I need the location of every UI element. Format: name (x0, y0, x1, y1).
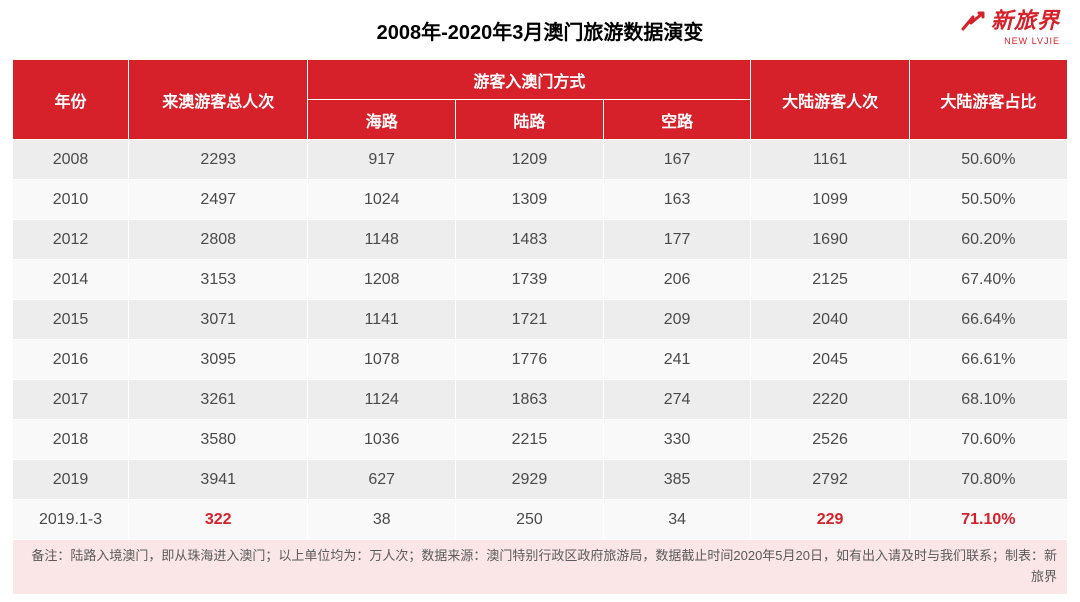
data-table: 年份 来澳游客总人次 游客入澳门方式 大陆游客人次 大陆游客占比 海路 陆路 空… (12, 59, 1068, 595)
cell-total: 3261 (129, 380, 308, 420)
cell-ml: 2220 (751, 380, 909, 420)
cell-air: 163 (603, 180, 751, 220)
cell-sea: 627 (308, 460, 456, 500)
table-body: 200822939171209167116150.60%201024971024… (13, 140, 1068, 540)
cell-sea: 1078 (308, 340, 456, 380)
cell-land: 1739 (456, 260, 604, 300)
cell-sea: 1208 (308, 260, 456, 300)
table-row: 2010249710241309163109950.50% (13, 180, 1068, 220)
cell-air: 274 (603, 380, 751, 420)
cell-total: 2808 (129, 220, 308, 260)
cell-sea: 1124 (308, 380, 456, 420)
cell-land: 1721 (456, 300, 604, 340)
cell-pct: 66.61% (909, 340, 1067, 380)
col-air: 空路 (603, 100, 751, 140)
cell-air: 241 (603, 340, 751, 380)
col-sea: 海路 (308, 100, 456, 140)
cell-pct: 66.64% (909, 300, 1067, 340)
arrow-icon (961, 11, 985, 36)
cell-total: 3580 (129, 420, 308, 460)
col-mainland: 大陆游客人次 (751, 60, 909, 140)
col-entry-group: 游客入澳门方式 (308, 60, 751, 100)
cell-ml: 1690 (751, 220, 909, 260)
cell-air: 385 (603, 460, 751, 500)
cell-total: 322 (129, 500, 308, 540)
table-row: 2014315312081739206212567.40% (13, 260, 1068, 300)
cell-air: 206 (603, 260, 751, 300)
cell-year: 2008 (13, 140, 129, 180)
cell-pct: 67.40% (909, 260, 1067, 300)
cell-year: 2014 (13, 260, 129, 300)
cell-year: 2010 (13, 180, 129, 220)
cell-air: 177 (603, 220, 751, 260)
cell-sea: 1024 (308, 180, 456, 220)
table-row: 2015307111411721209204066.64% (13, 300, 1068, 340)
cell-year: 2019.1-3 (13, 500, 129, 540)
cell-ml: 2792 (751, 460, 909, 500)
cell-sea: 1148 (308, 220, 456, 260)
cell-sea: 1141 (308, 300, 456, 340)
table-row: 201939416272929385279270.80% (13, 460, 1068, 500)
table-row: 200822939171209167116150.60% (13, 140, 1068, 180)
cell-ml: 2526 (751, 420, 909, 460)
cell-total: 3153 (129, 260, 308, 300)
cell-year: 2012 (13, 220, 129, 260)
cell-sea: 917 (308, 140, 456, 180)
cell-total: 3095 (129, 340, 308, 380)
table-footer-note: 备注：陆路入境澳门，即从珠海进入澳门；以上单位均为：万人次；数据来源：澳门特别行… (13, 540, 1068, 595)
cell-pct: 70.80% (909, 460, 1067, 500)
cell-ml: 1099 (751, 180, 909, 220)
cell-ml: 2125 (751, 260, 909, 300)
cell-total: 3071 (129, 300, 308, 340)
cell-air: 34 (603, 500, 751, 540)
table-row: 2018358010362215330252670.60% (13, 420, 1068, 460)
cell-pct: 70.60% (909, 420, 1067, 460)
col-land: 陆路 (456, 100, 604, 140)
cell-year: 2017 (13, 380, 129, 420)
cell-sea: 38 (308, 500, 456, 540)
cell-sea: 1036 (308, 420, 456, 460)
cell-air: 330 (603, 420, 751, 460)
table-row: 2017326111241863274222068.10% (13, 380, 1068, 420)
cell-air: 209 (603, 300, 751, 340)
cell-land: 1309 (456, 180, 604, 220)
table-row: 2012280811481483177169060.20% (13, 220, 1068, 260)
logo-text-cn: 新旅界 (991, 8, 1060, 33)
cell-year: 2016 (13, 340, 129, 380)
col-year: 年份 (13, 60, 129, 140)
cell-pct: 60.20% (909, 220, 1067, 260)
cell-land: 1863 (456, 380, 604, 420)
cell-total: 2293 (129, 140, 308, 180)
cell-land: 1209 (456, 140, 604, 180)
cell-pct: 71.10% (909, 500, 1067, 540)
cell-land: 1483 (456, 220, 604, 260)
table-row: 2016309510781776241204566.61% (13, 340, 1068, 380)
table-header: 年份 来澳游客总人次 游客入澳门方式 大陆游客人次 大陆游客占比 海路 陆路 空… (13, 60, 1068, 140)
cell-year: 2015 (13, 300, 129, 340)
cell-ml: 229 (751, 500, 909, 540)
cell-total: 3941 (129, 460, 308, 500)
cell-year: 2018 (13, 420, 129, 460)
title-bar: 2008年-2020年3月澳门旅游数据演变 新旅界 NEW LVJIE (12, 8, 1068, 59)
brand-logo: 新旅界 NEW LVJIE (961, 10, 1060, 47)
cell-land: 250 (456, 500, 604, 540)
cell-ml: 1161 (751, 140, 909, 180)
cell-ml: 2040 (751, 300, 909, 340)
table-row: 2019.1-3322382503422971.10% (13, 500, 1068, 540)
cell-pct: 68.10% (909, 380, 1067, 420)
logo-text-en: NEW LVJIE (961, 36, 1060, 47)
cell-year: 2019 (13, 460, 129, 500)
cell-land: 2215 (456, 420, 604, 460)
cell-air: 167 (603, 140, 751, 180)
page-title: 2008年-2020年3月澳门旅游数据演变 (12, 16, 1068, 45)
cell-pct: 50.60% (909, 140, 1067, 180)
cell-land: 2929 (456, 460, 604, 500)
cell-ml: 2045 (751, 340, 909, 380)
cell-total: 2497 (129, 180, 308, 220)
cell-pct: 50.50% (909, 180, 1067, 220)
col-pct: 大陆游客占比 (909, 60, 1067, 140)
cell-land: 1776 (456, 340, 604, 380)
col-total: 来澳游客总人次 (129, 60, 308, 140)
